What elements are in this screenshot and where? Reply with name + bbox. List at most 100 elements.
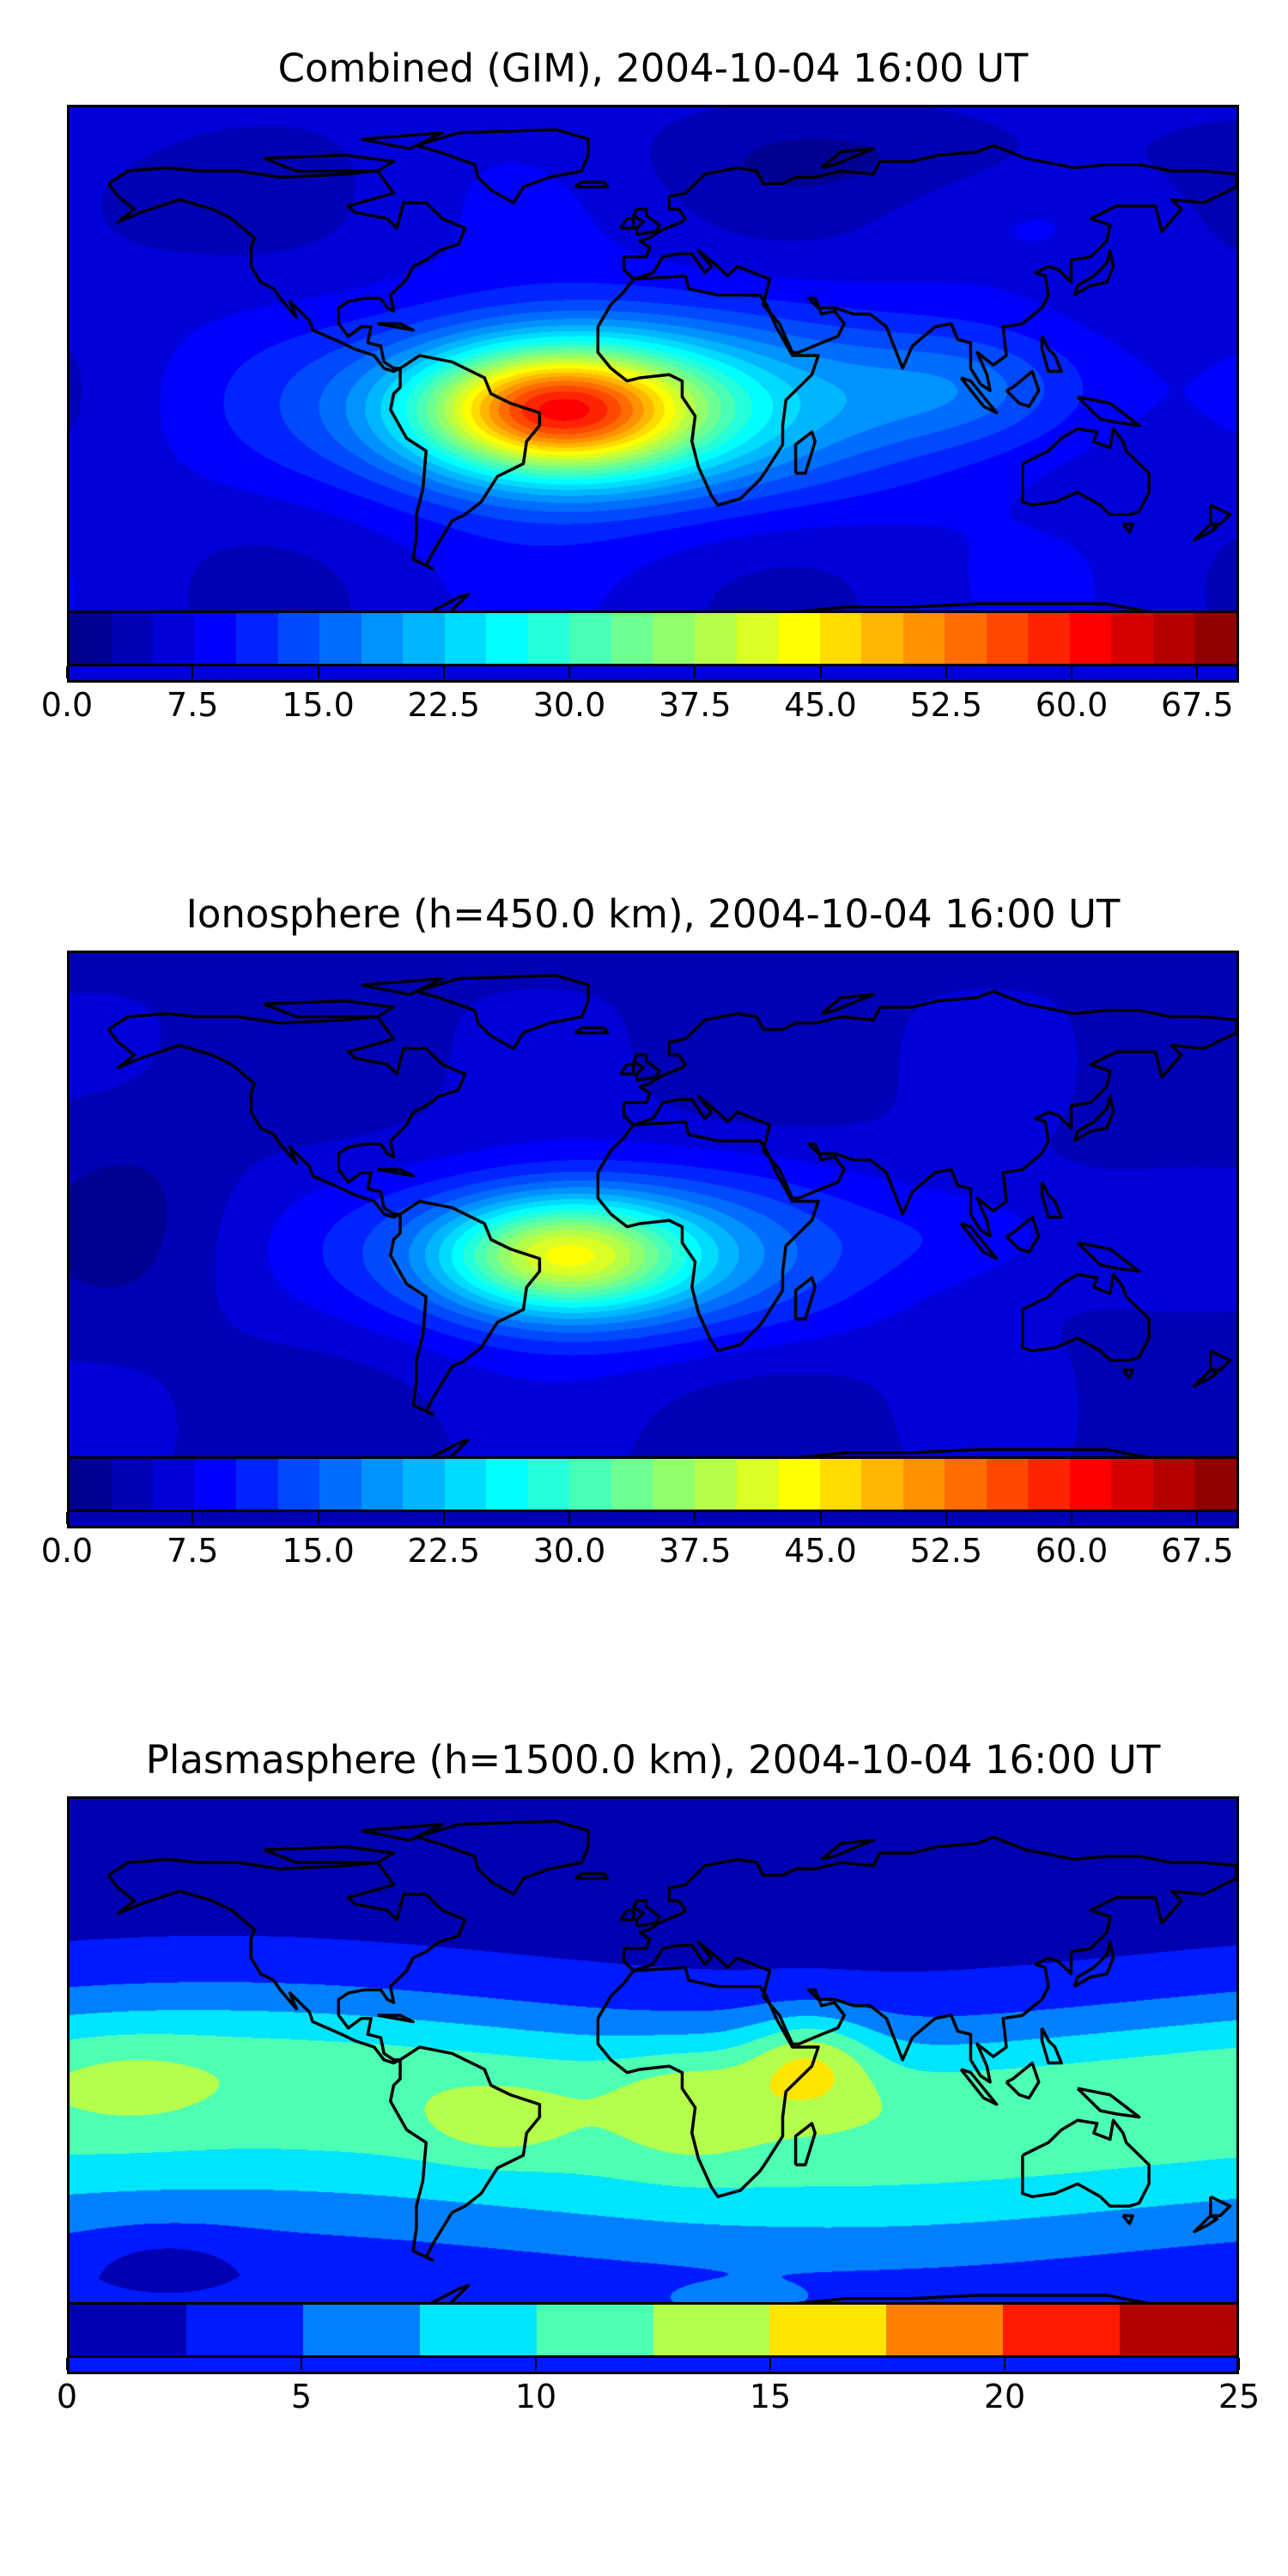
- colorbar-segment: [185, 2305, 303, 2355]
- coastline: [1042, 2028, 1062, 2063]
- colorbar-segment: [1152, 613, 1195, 664]
- colorbar-segment: [302, 2305, 420, 2355]
- panel-ionosphere: Ionosphere (h=450.0 km), 2004-10-04 16:0…: [0, 846, 1288, 1692]
- coastline: [108, 1013, 465, 1217]
- colorbar-tick-label: 22.5: [407, 1532, 481, 1570]
- panel-plasmasphere: Plasmasphere (h=1500.0 km), 2004-10-04 1…: [0, 1692, 1288, 2537]
- coastline: [1194, 524, 1217, 540]
- coastline: [1074, 1942, 1113, 1987]
- coastline: [575, 182, 608, 187]
- colorbar-segment: [694, 613, 737, 664]
- colorbar-tick: [1071, 1512, 1072, 1524]
- contour-field: [70, 107, 1236, 680]
- colorbar-segment: [403, 1459, 445, 1510]
- colorbar-tick: [442, 1512, 445, 1524]
- coastline: [961, 2069, 997, 2105]
- colorbar-tick-label: 52.5: [909, 1532, 983, 1570]
- colorbar-segment: [403, 613, 445, 664]
- coastline: [1194, 2215, 1217, 2232]
- coastline: [598, 1967, 818, 2196]
- colorbar-tick-label: 30.0: [532, 686, 606, 724]
- colorbar-segment: [70, 613, 112, 664]
- coastline: [416, 975, 588, 1048]
- coastline: [598, 1121, 818, 1351]
- colorbar-tick-label: 45.0: [784, 686, 857, 724]
- colorbar-tick: [317, 666, 319, 678]
- colorbar-tick: [1238, 2358, 1240, 2370]
- colorbar-segment: [536, 2305, 653, 2355]
- colorbar-segment: [736, 613, 779, 664]
- colorbar-segment: [1069, 1459, 1112, 1510]
- coastlines: [70, 107, 1236, 680]
- colorbar-tick: [819, 1512, 822, 1524]
- colorbar-segment: [153, 613, 195, 664]
- colorbar-tick-label: 7.5: [167, 1532, 219, 1570]
- colorbar: [67, 2302, 1239, 2358]
- coastline: [575, 1028, 608, 1033]
- coastline: [624, 1837, 1236, 2081]
- colorbar-tick-label: 52.5: [909, 686, 983, 724]
- colorbar-tick-label: 60.0: [1035, 686, 1109, 724]
- coastline: [1123, 2215, 1133, 2223]
- colorbar-tick-label: 30.0: [532, 1532, 606, 1570]
- colorbar-tick-label: 67.5: [1160, 1532, 1234, 1570]
- colorbar-segment: [419, 2305, 537, 2355]
- chart-title: Plasmasphere (h=1500.0 km), 2004-10-04 1…: [145, 1737, 1161, 1783]
- colorbar-segment: [569, 1459, 611, 1510]
- colorbar-segment: [70, 2305, 186, 2355]
- colorbar-tick-label: 25: [1218, 2378, 1261, 2415]
- colorbar-tick-label: 60.0: [1035, 1532, 1109, 1570]
- coastline: [264, 155, 394, 172]
- colorbar-tick-label: 15: [749, 2378, 792, 2415]
- colorbar-tick: [442, 666, 445, 678]
- colorbar-segment: [611, 1459, 653, 1510]
- coastline: [1006, 372, 1039, 407]
- colorbar-segment: [1194, 613, 1236, 664]
- colorbar-segment: [1003, 2305, 1121, 2355]
- colorbar-segment: [1111, 1459, 1153, 1510]
- colorbar-segment: [486, 1459, 528, 1510]
- coastline: [621, 219, 634, 228]
- coastline: [264, 1001, 394, 1018]
- colorbar: [67, 1456, 1239, 1512]
- colorbar-segment: [444, 613, 487, 664]
- colorbar-tick-label: 10: [514, 2378, 557, 2415]
- colorbar-segment: [653, 1459, 695, 1510]
- colorbar-segment: [1194, 1459, 1236, 1510]
- colorbar-segment: [694, 1459, 737, 1510]
- colorbar-segment: [986, 1459, 1029, 1510]
- colorbar-segment: [277, 1459, 320, 1510]
- colorbar-ticks: 0.0 7.5 15.0 22.5 30.0 37.5 45.0 52.5 60.0 67.5: [41, 666, 1239, 735]
- colorbar-tick: [535, 2358, 537, 2370]
- colorbar-segment: [986, 613, 1029, 664]
- colorbar-segment: [111, 1459, 154, 1510]
- colorbar-segment: [194, 613, 237, 664]
- colorbar-segment: [153, 1459, 195, 1510]
- colorbar-tick: [769, 2358, 771, 2370]
- coastline: [961, 1224, 997, 1259]
- colorbar-segment: [236, 1459, 278, 1510]
- colorbar-tick-label: 0.0: [40, 686, 94, 724]
- coastline: [822, 994, 873, 1013]
- colorbar-segment: [819, 1459, 862, 1510]
- colorbar-segment: [361, 1459, 404, 1510]
- coastline: [391, 2047, 540, 2260]
- colorbar-tick: [301, 2358, 302, 2370]
- colorbar-tick: [568, 666, 570, 678]
- colorbar-tick-label: 45.0: [784, 1532, 857, 1570]
- colorbar-segment: [653, 613, 695, 664]
- colorbar-segment: [1120, 2305, 1237, 2355]
- coastlines: [70, 1799, 1236, 2372]
- colorbar-segment: [527, 613, 570, 664]
- contour-field: [70, 953, 1236, 1526]
- colorbar-tick-label: 20: [983, 2378, 1026, 2415]
- coastline: [822, 1840, 873, 1859]
- colorbar-segment: [819, 613, 862, 664]
- colorbar-tick: [1004, 2358, 1005, 2370]
- colorbar-segment: [1111, 613, 1153, 664]
- colorbar-tick: [819, 666, 822, 678]
- colorbar-tick-label: 22.5: [407, 686, 481, 724]
- coastline: [624, 145, 1236, 390]
- coastline: [361, 133, 442, 149]
- colorbar-segment: [778, 1459, 820, 1510]
